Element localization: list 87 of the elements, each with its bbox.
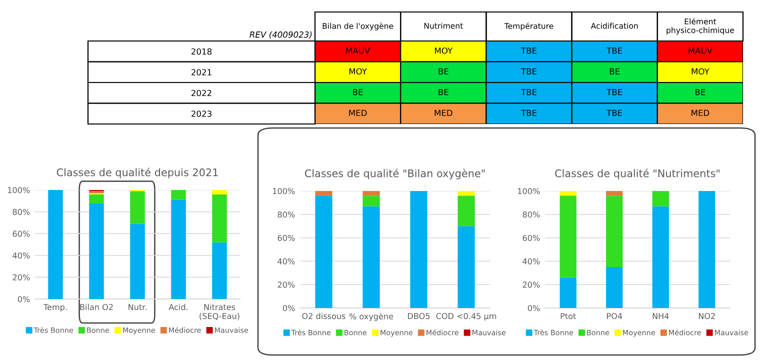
x-tick-label: Nitrates (SEQ-Eau) bbox=[200, 304, 240, 320]
text: MAUV bbox=[346, 48, 370, 54]
text: TBE bbox=[520, 68, 537, 74]
chart-title: Classes de qualité "Bilan oxygène" bbox=[304, 168, 485, 180]
text: BE bbox=[696, 89, 706, 96]
text: MED bbox=[692, 110, 710, 116]
bar bbox=[315, 191, 332, 196]
y-tick-label: 0% bbox=[528, 305, 540, 312]
bar bbox=[652, 191, 669, 206]
x-tick-label: Temp. bbox=[43, 304, 67, 312]
text: TBE bbox=[606, 110, 622, 116]
bar bbox=[212, 242, 227, 299]
bar bbox=[560, 191, 576, 196]
bar bbox=[315, 196, 332, 308]
x-tick-label: O2 dissous bbox=[302, 312, 346, 320]
text: MOY bbox=[349, 68, 368, 75]
text: TBE bbox=[520, 110, 537, 116]
y-tick-label: 100% bbox=[518, 188, 540, 194]
bar bbox=[362, 191, 380, 196]
text: BE bbox=[610, 68, 620, 74]
y-tick-label: 100% bbox=[8, 187, 30, 194]
bar bbox=[130, 191, 145, 224]
bar bbox=[89, 203, 104, 299]
category-label: 2021 bbox=[192, 69, 212, 76]
bar bbox=[212, 194, 227, 242]
bar bbox=[458, 226, 475, 308]
bar bbox=[560, 196, 576, 278]
bar bbox=[130, 224, 145, 299]
x-tick-label: COD <0.45 µm bbox=[436, 313, 496, 321]
bar bbox=[171, 190, 186, 200]
bar bbox=[606, 191, 623, 196]
y-tick-label: 100% bbox=[272, 188, 295, 194]
x-tick-label: NO2 bbox=[698, 313, 715, 320]
y-tick-label: 20% bbox=[12, 274, 30, 280]
text: BE bbox=[353, 89, 363, 96]
y-tick-label: 40% bbox=[522, 258, 540, 264]
x-tick-label: % oxygène bbox=[349, 312, 394, 321]
y-tick-label: 60% bbox=[12, 230, 30, 237]
category-label: 2023 bbox=[192, 110, 212, 117]
y-tick-label: 80% bbox=[278, 211, 295, 218]
bar bbox=[458, 196, 475, 226]
bar bbox=[410, 191, 428, 308]
text: TBE bbox=[606, 48, 622, 54]
text: MOY bbox=[692, 68, 710, 75]
bar bbox=[171, 200, 186, 299]
bar bbox=[212, 190, 227, 194]
y-tick-label: 20% bbox=[278, 282, 295, 288]
bar bbox=[89, 194, 104, 204]
chart-title: Classes de qualité depuis 2021 bbox=[56, 168, 218, 178]
y-tick-label: 60% bbox=[278, 234, 295, 241]
y-tick-label: 80% bbox=[12, 208, 30, 215]
y-tick-label: 40% bbox=[12, 252, 30, 259]
y-tick-label: 80% bbox=[522, 211, 540, 218]
text: REV (4009023) bbox=[250, 31, 312, 39]
y-tick-label: 60% bbox=[522, 234, 540, 241]
x-tick-label: Acid. bbox=[168, 304, 188, 310]
bar bbox=[48, 190, 63, 299]
text: BE bbox=[438, 68, 448, 74]
bar bbox=[458, 191, 475, 196]
y-tick-label: 20% bbox=[522, 282, 540, 288]
category-label: 2022 bbox=[192, 90, 212, 96]
y-tick-label: 0% bbox=[282, 305, 295, 312]
bar bbox=[606, 267, 623, 308]
x-tick-label: PO4 bbox=[607, 313, 622, 320]
chart-title: Classes de qualité "Nutriments" bbox=[555, 168, 720, 180]
text: MED bbox=[434, 110, 452, 116]
bar bbox=[606, 196, 623, 268]
text: TBE bbox=[606, 89, 622, 96]
text: MOY bbox=[435, 47, 453, 54]
category-label: 2018 bbox=[192, 48, 212, 55]
bar bbox=[652, 206, 669, 308]
x-tick-label: Ptot bbox=[560, 313, 576, 320]
text: MAUV bbox=[688, 48, 712, 54]
x-tick-label: Nutr. bbox=[128, 304, 146, 310]
bar bbox=[362, 196, 380, 206]
y-tick-label: 40% bbox=[278, 258, 295, 264]
bar bbox=[362, 206, 380, 308]
x-tick-label: DBO5 bbox=[408, 313, 430, 320]
text: TBE bbox=[520, 89, 537, 96]
bar bbox=[560, 278, 576, 308]
x-tick-label: Bilan O2 bbox=[80, 304, 113, 310]
x-tick-label: NH4 bbox=[652, 313, 669, 319]
y-tick-label: 0% bbox=[18, 296, 30, 302]
text: MED bbox=[349, 110, 367, 116]
text: TBE bbox=[520, 48, 537, 54]
bar bbox=[698, 191, 716, 308]
text: BE bbox=[438, 89, 448, 96]
